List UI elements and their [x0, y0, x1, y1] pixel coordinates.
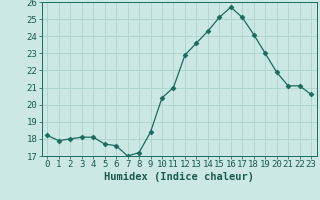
X-axis label: Humidex (Indice chaleur): Humidex (Indice chaleur) — [104, 172, 254, 182]
